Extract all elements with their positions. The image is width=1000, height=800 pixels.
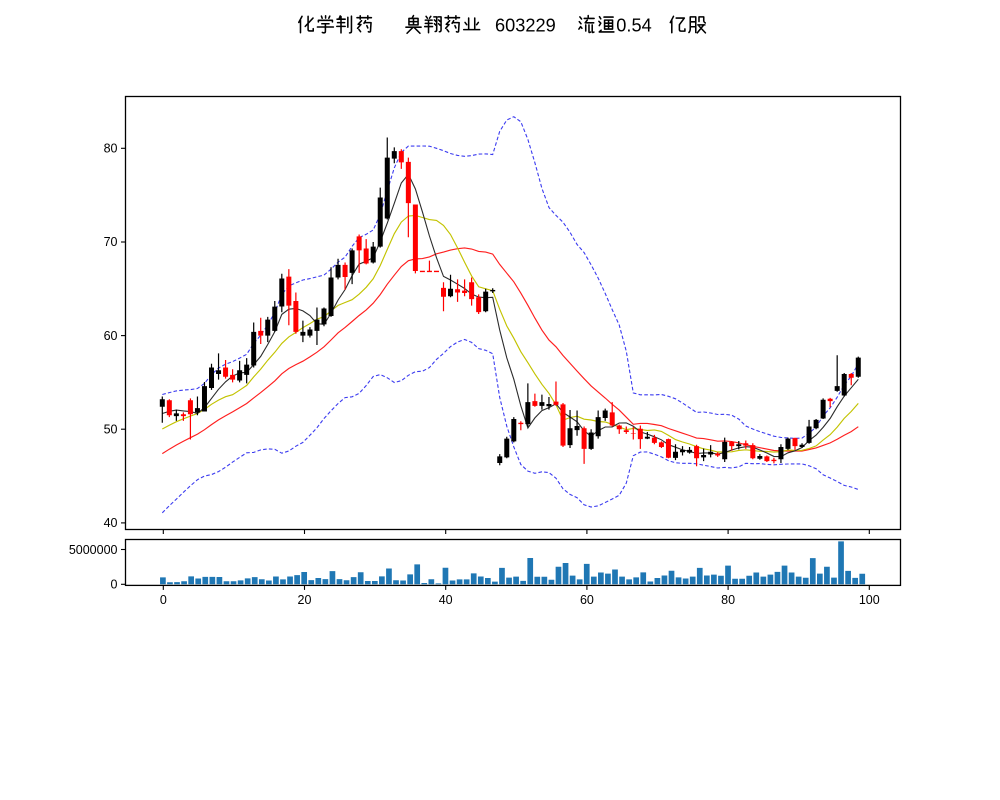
svg-text:40: 40 [104, 516, 118, 530]
svg-text:50: 50 [104, 422, 118, 436]
svg-text:5000000: 5000000 [69, 543, 118, 557]
svg-text:80: 80 [721, 593, 735, 607]
svg-text:60: 60 [104, 329, 118, 343]
svg-text:603229: 603229 [495, 16, 556, 36]
svg-text:100: 100 [859, 593, 880, 607]
svg-text:0: 0 [160, 593, 167, 607]
svg-text:0.54: 0.54 [616, 16, 651, 36]
svg-text:70: 70 [104, 235, 118, 249]
svg-text:60: 60 [580, 593, 594, 607]
svg-text:80: 80 [104, 142, 118, 156]
svg-text:0: 0 [111, 578, 118, 592]
svg-text:20: 20 [298, 593, 312, 607]
svg-text:40: 40 [439, 593, 453, 607]
